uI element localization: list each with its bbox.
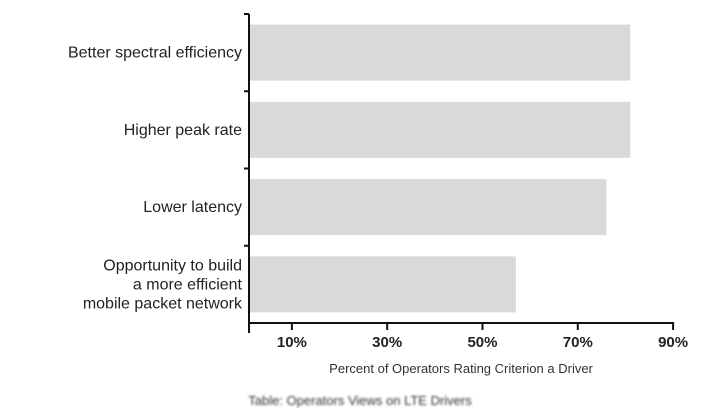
category-label: mobile packet network xyxy=(83,295,243,312)
category-labels: Better spectral efficiency Higher peak ra… xyxy=(68,45,243,313)
x-axis-ticks: 10% 30% 50% 70% 90% xyxy=(277,323,688,351)
x-axis-title: Percent of Operators Rating Criterion a … xyxy=(329,361,593,376)
bar-3 xyxy=(250,256,516,313)
figure-caption: Table: Operators Views on LTE Drivers xyxy=(248,393,472,408)
x-tick-label: 50% xyxy=(467,334,497,351)
x-tick-label: 90% xyxy=(658,334,688,351)
category-label: Better spectral efficiency xyxy=(68,45,242,62)
category-label: a more efficient xyxy=(133,276,243,293)
category-label: Lower latency xyxy=(143,199,242,216)
bar-2 xyxy=(250,179,607,236)
x-tick-label: 70% xyxy=(563,334,593,351)
bar-1 xyxy=(250,101,631,158)
category-label: Opportunity to build xyxy=(103,257,242,274)
x-tick-label: 30% xyxy=(372,334,402,351)
x-tick-label: 10% xyxy=(277,334,307,351)
bars-group xyxy=(250,24,631,313)
category-label: Higher peak rate xyxy=(124,122,242,139)
bar-0 xyxy=(250,24,631,81)
y-axis-ticks xyxy=(244,13,249,247)
